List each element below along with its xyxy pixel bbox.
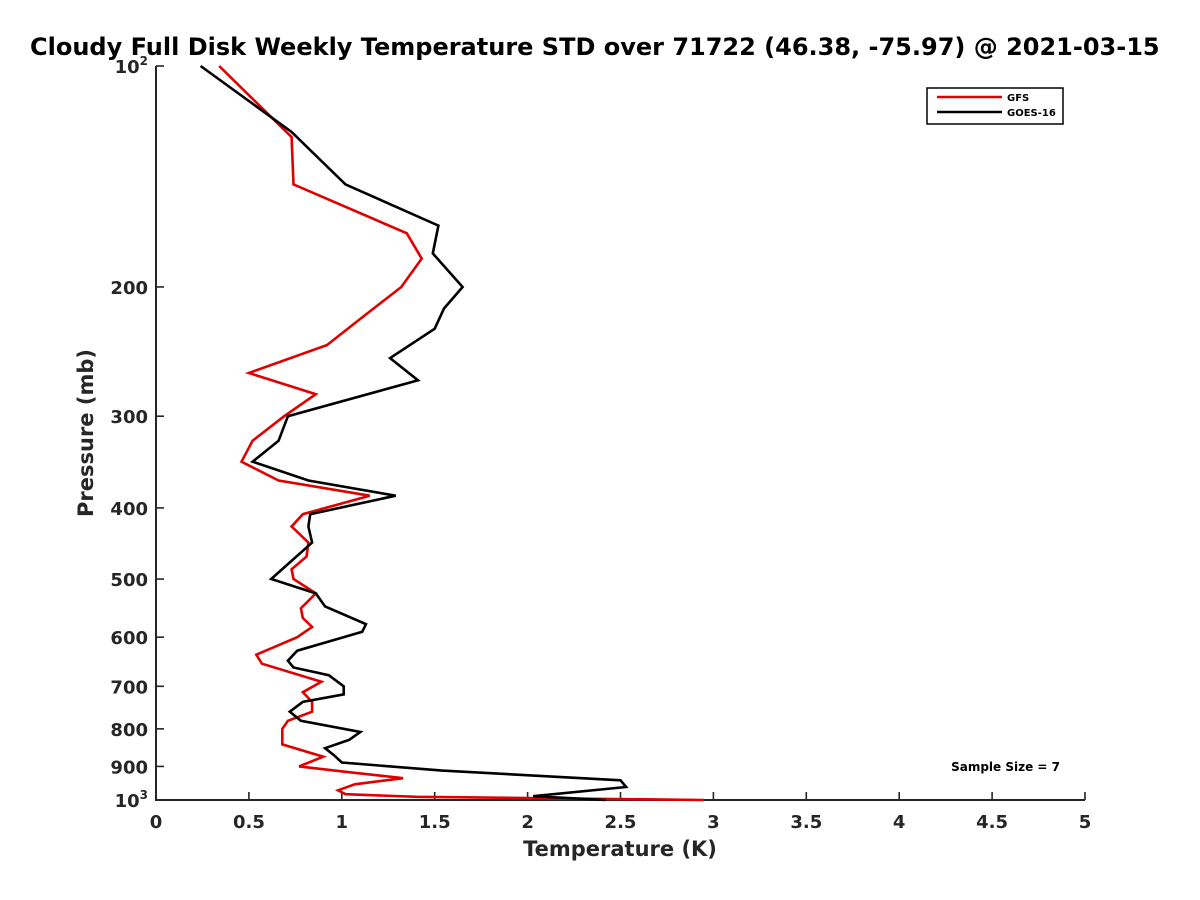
x-tick-label: 0.5 [233, 812, 265, 833]
sample-size-annotation: Sample Size = 7 [951, 760, 1060, 774]
x-tick-label: 1.5 [419, 812, 451, 833]
x-tick-label: 4.5 [976, 812, 1008, 833]
y-tick-label: 103 [115, 788, 148, 812]
x-tick-label: 1 [336, 812, 349, 833]
legend-label: GOES-16 [1007, 108, 1056, 119]
y-tick-label: 500 [110, 570, 148, 591]
x-tick-label: 0 [150, 812, 163, 833]
chart-title: Cloudy Full Disk Weekly Temperature STD … [30, 33, 1160, 61]
x-tick-label: 2.5 [605, 812, 637, 833]
x-tick-label: 3.5 [790, 812, 822, 833]
x-tick-label: 2 [521, 812, 534, 833]
x-tick-label: 4 [893, 812, 906, 833]
annotations: Sample Size = 7 [951, 760, 1060, 774]
y-tick-label: 300 [110, 407, 148, 428]
legend-label: GFS [1007, 93, 1029, 104]
x-tick-label: 5 [1079, 812, 1092, 833]
y-tick-label: 900 [110, 757, 148, 778]
y-tick-label: 600 [110, 628, 148, 649]
y-tick-label: 800 [110, 720, 148, 741]
y-tick-label: 102 [115, 54, 148, 78]
y-tick-label: 400 [110, 499, 148, 520]
plot-area: 0 0.5 1 1.5 2 2.5 3 3.5 4 4.5 5 102 200 300 400 500 600 7… [110, 54, 1091, 833]
legend-box [926, 87, 1064, 125]
y-axis-label: Pressure (mb) [74, 349, 98, 517]
y-tick-label: 200 [110, 278, 148, 299]
x-tick-label: 3 [707, 812, 720, 833]
series-line-goes-16 [199, 64, 629, 802]
y-tick-label: 700 [110, 677, 148, 698]
legend: GFS GOES-16 [926, 87, 1064, 125]
series-line-gfs [218, 65, 705, 802]
x-axis-label: Temperature (K) [523, 837, 717, 861]
